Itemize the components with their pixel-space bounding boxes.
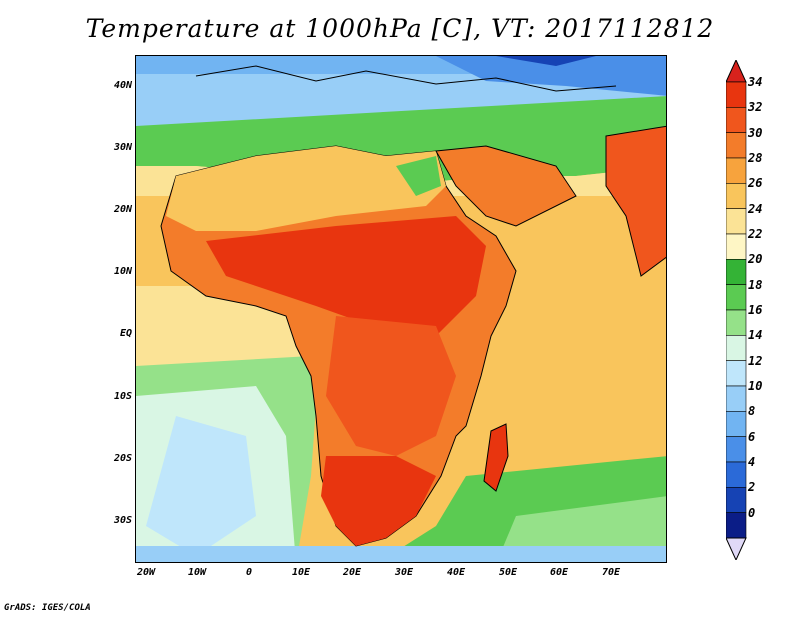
- colorbar-swatch: [726, 208, 747, 235]
- lon-label: 10E: [291, 567, 311, 578]
- coldest-field: [496, 56, 596, 66]
- colorbar-tick-label: 34: [748, 75, 763, 89]
- colorbar-tick-label: 12: [748, 353, 763, 368]
- colorbar-swatch: [726, 411, 747, 437]
- colorbar-swatch: [726, 259, 747, 285]
- madagascar-landmass: [483, 423, 509, 492]
- colorbar-swatch: [726, 335, 747, 361]
- colorbar-tick-label: 20: [748, 252, 763, 267]
- lat-label: 20N: [113, 204, 132, 215]
- colorbar-top-arrow: [726, 60, 747, 83]
- colorbar-tick-label: 10: [748, 379, 763, 393]
- lon-label: 10W: [187, 567, 207, 578]
- colorbar-swatch: [726, 284, 747, 311]
- lat-label: 10N: [113, 266, 132, 277]
- colorbar-swatch: [726, 107, 747, 133]
- colorbar-swatch: [726, 233, 747, 260]
- colorbar-bottom-arrow: [726, 537, 747, 560]
- colorbar-swatch: [726, 512, 747, 539]
- colorbar-tick-label: 30: [748, 125, 763, 140]
- lon-label: 20W: [136, 567, 156, 578]
- lon-label: 20E: [342, 567, 362, 578]
- temperature-map: [136, 56, 666, 562]
- lat-label: EQ: [119, 328, 132, 339]
- europe-coastline: [195, 65, 617, 92]
- colorbar-tick-label: 32: [748, 100, 763, 115]
- colorbar-swatch: [726, 309, 747, 336]
- lat-label: 10S: [113, 391, 132, 402]
- arabia-landmass: [435, 145, 577, 227]
- lon-label: 40E: [446, 567, 466, 578]
- colorbar-swatch: [726, 81, 747, 108]
- colorbar-tick-label: 0: [748, 505, 756, 520]
- lat-label: 30N: [113, 142, 132, 153]
- colorbar-tick-label: 16: [748, 303, 763, 317]
- sahara-field: [166, 146, 446, 231]
- lon-label: 50E: [498, 567, 518, 578]
- south-atlantic-cooler: [146, 416, 256, 556]
- colorbar-tick-label: 22: [748, 227, 763, 241]
- lat-label: 20S: [113, 453, 132, 464]
- lon-label: 60E: [549, 567, 569, 578]
- lon-label: 0: [245, 567, 253, 578]
- colorbar-tick-label: 28: [748, 151, 763, 165]
- lat-label: 30S: [113, 515, 132, 526]
- map-title: Temperature at 1000hPa [C], VT: 20171128…: [85, 14, 715, 43]
- colorbar-tick-label: 8: [748, 404, 756, 419]
- india-landmass: [605, 125, 666, 277]
- credit-text: GrADS: IGES/COLA: [4, 603, 91, 613]
- south-indian-cool: [496, 496, 666, 562]
- lat-label: 40N: [113, 80, 132, 91]
- lon-label: 70E: [601, 567, 621, 578]
- colorbar-swatch: [726, 487, 747, 513]
- colorbar-swatch: [726, 461, 747, 488]
- colorbar-swatch: [726, 385, 747, 412]
- southern-cold-strip: [136, 546, 666, 562]
- sahel-hot-field: [206, 216, 486, 336]
- colorbar-tick-label: 26: [748, 176, 763, 191]
- colorbar-tick-label: 6: [748, 429, 756, 444]
- central-africa-field: [326, 316, 456, 456]
- colorbar: [726, 60, 747, 560]
- colorbar-swatch: [726, 132, 747, 159]
- far-north-cold-field: [436, 56, 666, 96]
- colorbar-swatch: [726, 157, 747, 184]
- southern-africa-hot-field: [321, 456, 436, 546]
- colorbar-swatch: [726, 436, 747, 463]
- egypt-green-field: [396, 156, 441, 196]
- colorbar-tick-label: 14: [748, 328, 763, 343]
- map-panel: [135, 55, 667, 563]
- colorbar-tick-label: 18: [748, 277, 763, 292]
- colorbar-tick-label: 4: [748, 455, 756, 469]
- colorbar-tick-label: 2: [748, 480, 756, 495]
- lon-label: 30E: [394, 567, 414, 578]
- colorbar-swatch: [726, 183, 747, 209]
- colorbar-tick-label: 24: [748, 201, 763, 216]
- colorbar-swatch: [726, 360, 747, 387]
